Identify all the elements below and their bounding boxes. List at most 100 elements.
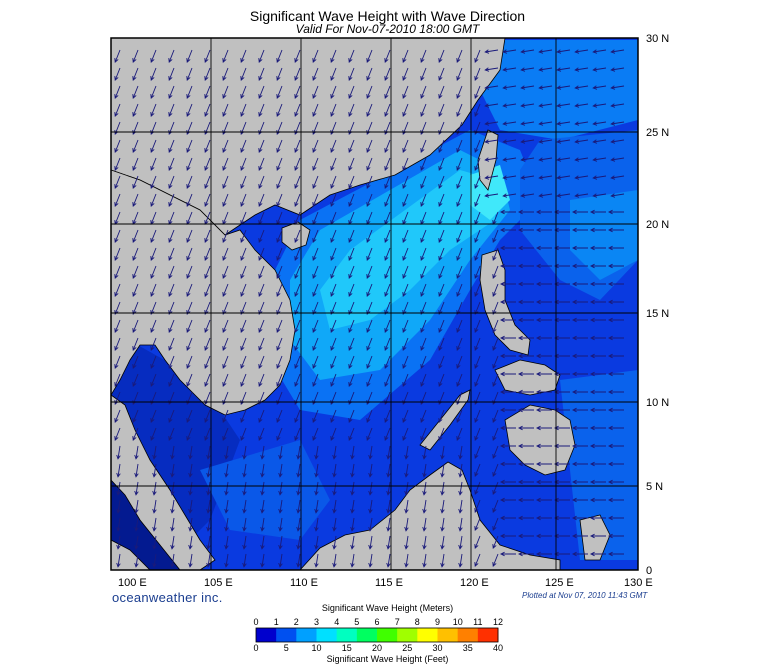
legend-tick-meters: 0 bbox=[253, 617, 258, 627]
wave-arrow bbox=[114, 319, 121, 334]
wave-arrow bbox=[492, 319, 499, 334]
wave-arrow bbox=[384, 247, 391, 262]
wave-arrow bbox=[188, 553, 193, 568]
wave-arrow bbox=[386, 517, 391, 532]
wave-arrow bbox=[150, 139, 157, 154]
wave-arrow bbox=[484, 85, 499, 90]
wave-arrow bbox=[589, 461, 606, 467]
wave-arrow bbox=[278, 445, 283, 460]
wave-arrow bbox=[422, 481, 427, 496]
wave-arrow bbox=[402, 85, 409, 100]
wave-arrow bbox=[240, 409, 247, 424]
wave-arrow bbox=[168, 157, 175, 172]
wave-height-shading bbox=[111, 40, 638, 570]
wave-arrow bbox=[168, 409, 175, 424]
wave-arrow bbox=[492, 409, 499, 424]
wave-arrow bbox=[520, 49, 535, 54]
wave-arrow bbox=[132, 355, 139, 370]
wave-arrow bbox=[574, 139, 589, 144]
wave-arrow bbox=[278, 463, 283, 478]
wave-arrow bbox=[592, 139, 607, 144]
wave-arrow bbox=[404, 445, 409, 460]
wave-arrow bbox=[458, 481, 463, 496]
wave-arrow bbox=[404, 481, 409, 496]
wave-arrow bbox=[422, 463, 427, 478]
wave-arrow bbox=[589, 353, 606, 359]
wave-arrow bbox=[188, 481, 193, 496]
wave-arrow bbox=[592, 193, 607, 198]
wave-arrow bbox=[366, 301, 373, 316]
wave-arrow bbox=[404, 499, 409, 514]
wave-arrow bbox=[458, 445, 463, 460]
wave-arrow bbox=[402, 229, 409, 244]
wave-arrow bbox=[456, 319, 463, 334]
wave-arrow bbox=[296, 481, 301, 496]
wave-arrow bbox=[499, 479, 516, 485]
legend-tick-meters: 4 bbox=[334, 617, 339, 627]
wave-arrow bbox=[589, 533, 606, 539]
wave-arrow bbox=[366, 337, 373, 352]
wave-arrow bbox=[366, 229, 373, 244]
wave-arrow bbox=[571, 533, 588, 539]
wave-arrow bbox=[204, 157, 211, 172]
legend-color-swatch bbox=[457, 628, 479, 642]
wave-arrow bbox=[574, 103, 589, 108]
wave-arrow bbox=[458, 535, 463, 550]
lon-label: 120 E bbox=[460, 577, 489, 589]
wave-arrow bbox=[492, 445, 499, 460]
wave-arrow bbox=[420, 139, 427, 154]
wave-arrow bbox=[502, 67, 517, 72]
wave-arrow bbox=[440, 517, 445, 532]
wave-arrow bbox=[150, 283, 157, 298]
legend-tick-meters: 12 bbox=[493, 617, 503, 627]
wave-arrow bbox=[186, 193, 193, 208]
wave-arrow bbox=[330, 427, 337, 442]
wave-arrow bbox=[240, 427, 247, 442]
lat-label: 5 N bbox=[646, 481, 663, 493]
wave-arrow bbox=[330, 319, 337, 334]
wave-arrow bbox=[492, 265, 499, 280]
wave-arrow bbox=[222, 175, 229, 190]
wave-arrow bbox=[132, 49, 139, 64]
wave-arrow bbox=[571, 497, 588, 503]
wave-arrow bbox=[260, 445, 265, 460]
wave-arrow bbox=[312, 247, 319, 262]
legend-tick-feet: 35 bbox=[463, 643, 473, 653]
wave-arrow bbox=[592, 85, 607, 90]
wave-arrow bbox=[258, 373, 265, 388]
wave-arrow bbox=[474, 499, 481, 514]
wave-arrow bbox=[152, 463, 157, 478]
wave-arrow bbox=[186, 265, 193, 280]
wave-arrow bbox=[222, 193, 229, 208]
wave-arrow bbox=[242, 535, 247, 550]
wave-arrow bbox=[114, 247, 121, 262]
wave-arrow bbox=[484, 121, 499, 126]
wave-arrow bbox=[402, 283, 409, 298]
wave-arrow bbox=[420, 67, 427, 82]
wave-arrow bbox=[438, 49, 445, 64]
wave-arrow bbox=[574, 85, 589, 90]
wave-arrow bbox=[294, 193, 301, 208]
wave-arrow bbox=[553, 533, 570, 539]
wave-arrow bbox=[492, 247, 499, 262]
wave-arrow bbox=[312, 301, 319, 316]
wave-arrow bbox=[114, 193, 121, 208]
wave-arrow bbox=[150, 373, 157, 388]
wave-arrow bbox=[222, 49, 229, 64]
wave-arrow bbox=[474, 283, 481, 298]
wave-arrow bbox=[150, 103, 157, 118]
wave-arrow bbox=[402, 103, 409, 118]
map-title: Significant Wave Height with Wave Direct… bbox=[249, 8, 526, 24]
wave-arrow bbox=[402, 319, 409, 334]
wave-arrow bbox=[188, 463, 193, 478]
wave-arrow bbox=[553, 479, 570, 485]
wave-arrow bbox=[330, 283, 337, 298]
wave-arrow bbox=[492, 481, 499, 496]
wave-arrow bbox=[384, 49, 391, 64]
wave-arrow bbox=[132, 337, 139, 352]
wave-arrow bbox=[240, 247, 247, 262]
wave-arrow bbox=[368, 463, 373, 478]
wave-arrow bbox=[402, 49, 409, 64]
wave-arrow bbox=[571, 425, 588, 431]
wave-arrow bbox=[350, 481, 355, 496]
